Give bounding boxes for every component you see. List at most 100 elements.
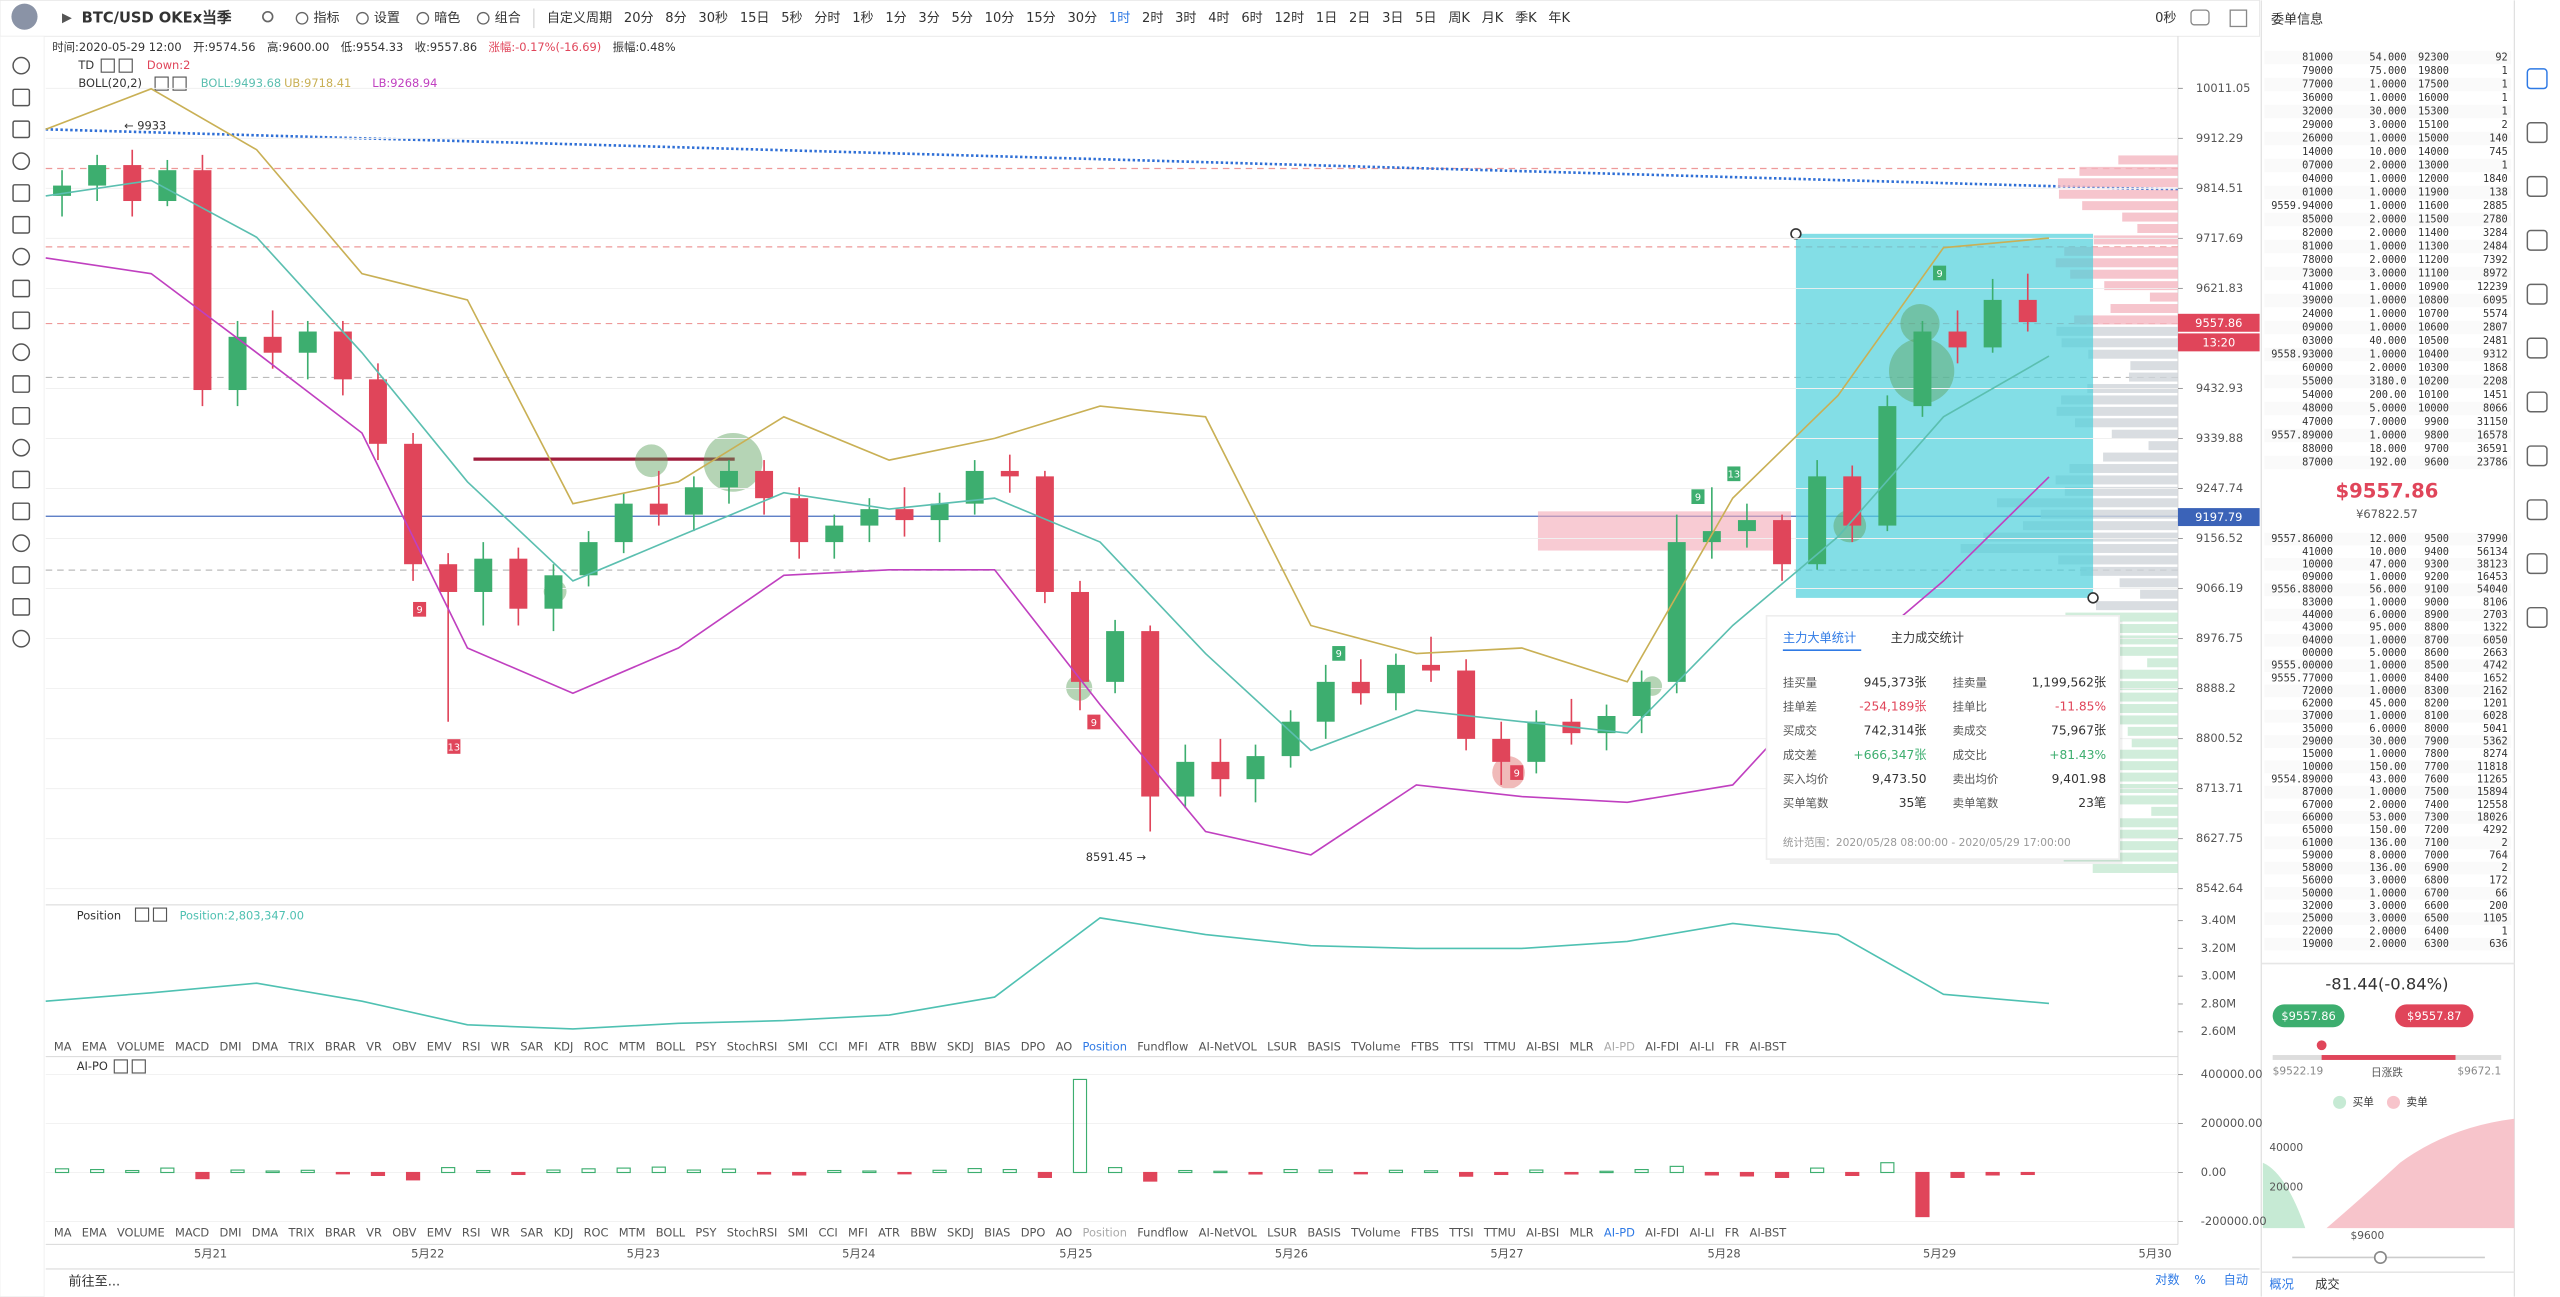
- indicator-tab[interactable]: TTMU: [1483, 1225, 1516, 1239]
- indicator-tab[interactable]: WR: [491, 1225, 510, 1239]
- period-button[interactable]: 6时: [1241, 11, 1262, 26]
- tool-icon[interactable]: [12, 629, 31, 648]
- zoom-knob[interactable]: [2373, 1250, 2387, 1265]
- indicator-tab[interactable]: Fundflow: [1137, 1225, 1188, 1239]
- indicator-tab[interactable]: Position: [1083, 1039, 1127, 1053]
- period-button[interactable]: 1秒: [852, 11, 873, 26]
- bottom-tab[interactable]: 成交: [2315, 1277, 2339, 1292]
- tool-icon[interactable]: [12, 343, 31, 362]
- indicator-tab[interactable]: DMI: [220, 1225, 242, 1239]
- indicator-tab[interactable]: SAR: [520, 1039, 543, 1053]
- indicator-tab[interactable]: BRAR: [325, 1225, 356, 1239]
- period-button[interactable]: 季K: [1515, 11, 1537, 26]
- tool-icon[interactable]: [12, 597, 31, 616]
- indicator-tab[interactable]: RSI: [462, 1225, 481, 1239]
- period-button[interactable]: 30秒: [698, 11, 728, 26]
- indicator-tab[interactable]: StochRSI: [727, 1225, 778, 1239]
- indicator-tab[interactable]: AI-LI: [1689, 1225, 1714, 1239]
- indicator-tab[interactable]: TTSI: [1448, 1225, 1473, 1239]
- bottom-tab[interactable]: 概况: [2269, 1278, 2293, 1292]
- indicator-tab[interactable]: TTSI: [1448, 1039, 1473, 1053]
- indicator-tab[interactable]: CCI: [818, 1039, 837, 1053]
- indicator-tab[interactable]: SKDJ: [947, 1225, 974, 1239]
- period-button[interactable]: 5分: [952, 11, 973, 26]
- indicator-tab[interactable]: PSY: [695, 1039, 716, 1053]
- panel-button[interactable]: [131, 1059, 146, 1074]
- period-button[interactable]: 15日: [740, 11, 770, 26]
- side-icon[interactable]: [2526, 391, 2548, 413]
- period-button[interactable]: 2日: [1349, 11, 1370, 26]
- side-icon[interactable]: [2526, 499, 2548, 521]
- indicator-tab[interactable]: MACD: [175, 1225, 209, 1239]
- indicator-tab[interactable]: AI-PD: [1604, 1225, 1635, 1239]
- side-icon[interactable]: [2526, 122, 2548, 144]
- axis-option[interactable]: 自动: [2224, 1273, 2248, 1287]
- tool-icon[interactable]: [12, 470, 31, 489]
- indicator-tab[interactable]: VR: [366, 1039, 382, 1053]
- indicator-tab[interactable]: BOLL: [656, 1039, 686, 1053]
- indicator-tab[interactable]: WR: [491, 1039, 510, 1053]
- indicator-tab[interactable]: AI-FDI: [1645, 1039, 1679, 1053]
- indicator-tab[interactable]: PSY: [695, 1225, 716, 1239]
- indicator-tab[interactable]: AO: [1056, 1225, 1073, 1239]
- indicator-tab[interactable]: FTBS: [1411, 1039, 1439, 1053]
- indicator-tab[interactable]: AI-PD: [1604, 1039, 1635, 1053]
- period-button[interactable]: 15分: [1026, 11, 1056, 26]
- indicator-tab[interactable]: BBW: [910, 1225, 937, 1239]
- indicator-tab[interactable]: EMA: [82, 1039, 107, 1053]
- stats-tab[interactable]: 主力大单统计: [1783, 631, 1856, 645]
- stats-tab[interactable]: 主力成交统计: [1891, 630, 1964, 645]
- indicator-tab[interactable]: AI-BST: [1750, 1039, 1787, 1053]
- period-button[interactable]: 1日: [1316, 11, 1337, 26]
- period-button[interactable]: 5日: [1415, 11, 1436, 26]
- indicator-tab[interactable]: BOLL: [656, 1225, 686, 1239]
- indicator-tab[interactable]: BIAS: [984, 1225, 1010, 1239]
- side-icon[interactable]: [2526, 553, 2548, 575]
- panel-button[interactable]: [154, 76, 169, 91]
- period-button[interactable]: 月K: [1482, 11, 1504, 26]
- period-button[interactable]: 分时: [814, 11, 840, 26]
- period-button[interactable]: 3分: [918, 11, 939, 26]
- period-button[interactable]: 1分: [885, 11, 906, 26]
- indicator-tab[interactable]: ATR: [878, 1225, 900, 1239]
- period-button[interactable]: 周K: [1448, 11, 1470, 26]
- indicator-tab[interactable]: TVolume: [1350, 1225, 1400, 1239]
- indicator-tab[interactable]: RSI: [462, 1039, 481, 1053]
- tool-icon[interactable]: [12, 438, 31, 457]
- indicator-tab[interactable]: BIAS: [984, 1039, 1010, 1053]
- period-button[interactable]: 20分: [624, 11, 654, 26]
- indicator-tab[interactable]: VOLUME: [117, 1225, 165, 1239]
- indicator-tab[interactable]: TRIX: [288, 1039, 315, 1053]
- indicator-tab[interactable]: CCI: [818, 1225, 837, 1239]
- side-icon[interactable]: [2526, 229, 2548, 251]
- indicator-tab[interactable]: AI-NetVOL: [1199, 1039, 1258, 1053]
- indicator-tab[interactable]: KDJ: [554, 1225, 574, 1239]
- indicator-tab[interactable]: MTM: [619, 1225, 646, 1239]
- panel-button[interactable]: [118, 58, 133, 73]
- indicator-tab[interactable]: AI-NetVOL: [1199, 1225, 1258, 1239]
- period-button[interactable]: 1时: [1109, 11, 1130, 26]
- search-icon[interactable]: [262, 10, 274, 23]
- tool-icon[interactable]: [12, 247, 31, 266]
- symbol[interactable]: BTC/USD OKEx当季: [82, 8, 232, 26]
- logo[interactable]: [11, 3, 38, 30]
- indicator-tab[interactable]: SKDJ: [947, 1039, 974, 1053]
- indicator-tab[interactable]: SMI: [788, 1039, 808, 1053]
- axis-option[interactable]: %: [2194, 1273, 2206, 1287]
- tool-icon[interactable]: [12, 184, 31, 202]
- side-icon[interactable]: [2526, 283, 2548, 305]
- indicator-tab[interactable]: MFI: [848, 1039, 868, 1053]
- indicator-tab[interactable]: LSUR: [1267, 1225, 1297, 1239]
- indicator-tab[interactable]: SMI: [788, 1225, 808, 1239]
- axis-option[interactable]: 对数: [2155, 1272, 2179, 1287]
- indicator-tab[interactable]: DMI: [220, 1039, 242, 1053]
- indicator-tab[interactable]: OBV: [392, 1225, 416, 1239]
- indicator-tab[interactable]: BASIS: [1307, 1225, 1340, 1239]
- tool-icon[interactable]: [12, 88, 31, 107]
- period-button[interactable]: 8分: [665, 11, 686, 26]
- indicator-tab[interactable]: AI-BSI: [1526, 1225, 1559, 1239]
- side-icon[interactable]: [2526, 337, 2548, 359]
- period-button[interactable]: 2时: [1142, 11, 1163, 26]
- indicator-tab[interactable]: AI-LI: [1689, 1039, 1714, 1053]
- side-icon[interactable]: [2526, 606, 2548, 629]
